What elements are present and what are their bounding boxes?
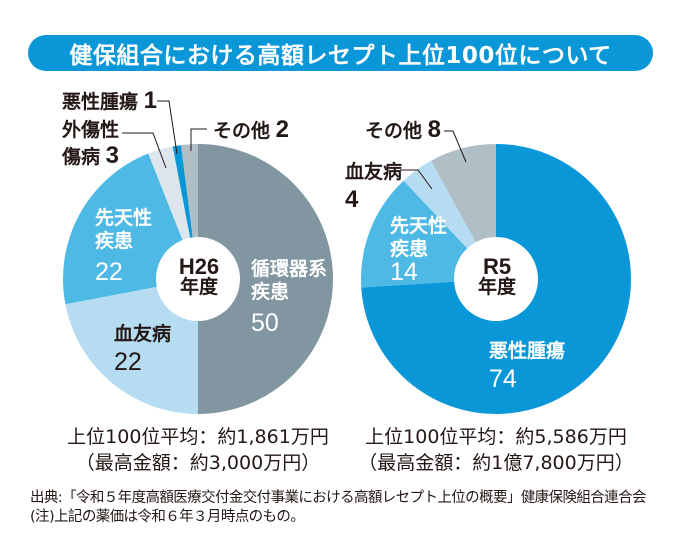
leader-line-r5-hemophilia [400, 169, 433, 190]
slice-h26-0 [198, 144, 333, 414]
source-note: 出典:「令和５年度高額医療交付金交付事業における高額レセプト上位の概要」健康保険… [30, 489, 646, 527]
summary-average: 上位100位平均：約1,861万円 [67, 426, 329, 448]
summary-r5: 上位100位平均：約5,586万円 （最高金額：約1億7,800万円） [346, 424, 646, 476]
label-value: 4 [345, 186, 359, 213]
label-value: 50 [251, 309, 279, 337]
label-text: 傷病 [62, 146, 101, 168]
summary-average: 上位100位平均：約5,586万円 [365, 426, 627, 448]
label-h26-circulatory: 循環器系 疾患 50 [251, 258, 328, 337]
label-text: 疾患 [251, 281, 290, 303]
footnote: (注)上記の薬価は令和６年３月時点のもの。 [30, 509, 305, 525]
chart-title: 健保組合における高額レセプト上位100位について [69, 43, 612, 69]
source-citation: 出典:「令和５年度高額医療交付金交付事業における高額レセプト上位の概要」健康保険… [30, 490, 646, 506]
label-text: その他 [213, 120, 271, 142]
label-text: 循環器系 [251, 258, 328, 280]
pie-r5 [361, 144, 631, 414]
label-r5-hemophilia: 血友病 4 [345, 159, 402, 213]
pie-h26 [62, 144, 333, 414]
label-text: 外傷性 [62, 119, 120, 141]
label-text: 血友病 [114, 323, 172, 345]
summary-max: （最高金額：約1億7,800万円） [358, 452, 634, 474]
center-year: H26 [178, 254, 220, 279]
label-r5-congenital: 先天性 疾患 14 [390, 215, 448, 286]
label-value: 2 [275, 116, 289, 143]
label-text: 先天性 [95, 207, 153, 229]
label-value: 22 [95, 258, 123, 286]
label-text: 疾患 [390, 238, 429, 260]
label-text: 先天性 [390, 215, 448, 237]
center-label-h26: H26 年度 [163, 255, 235, 298]
label-value: 74 [489, 365, 517, 393]
slice-h26-1 [65, 279, 198, 414]
leader-line-r5-other [444, 130, 467, 163]
summary-max: （最高金額：約3,000万円） [75, 452, 321, 474]
label-r5-malignant: 悪性腫瘍 74 [489, 337, 565, 393]
label-value: 1 [143, 87, 157, 114]
label-h26-congenital: 先天性 疾患 22 [95, 207, 153, 286]
label-value: 14 [390, 258, 418, 286]
label-h26-hemophilia: 血友病 22 [114, 320, 171, 376]
center-label-r5: R5 年度 [461, 255, 533, 298]
label-text: 悪性腫瘍 [489, 340, 566, 362]
label-h26-malignant: 悪性腫瘍 1 [62, 89, 157, 113]
leader-line-h26-malignant [157, 100, 178, 155]
title-banner: 健保組合における高額レセプト上位100位について [28, 35, 653, 71]
leader-line-h26-trauma [122, 132, 167, 169]
label-text: 悪性腫瘍 [62, 91, 139, 113]
summary-h26: 上位100位平均：約1,861万円 （最高金額：約3,000万円） [48, 424, 348, 476]
label-h26-trauma-line2: 傷病 3 [62, 144, 119, 168]
label-text: その他 [365, 120, 423, 142]
label-h26-other: その他 2 [213, 118, 289, 142]
label-value: 8 [427, 116, 441, 143]
label-h26-trauma-line1: 外傷性 [62, 121, 119, 140]
label-value: 22 [114, 348, 142, 376]
label-value: 3 [105, 142, 119, 169]
label-text: 血友病 [345, 161, 403, 183]
center-year: R5 [482, 254, 512, 279]
leader-line-h26-other [190, 128, 207, 151]
label-text: 疾患 [95, 230, 134, 252]
center-unit: 年度 [477, 276, 516, 299]
label-r5-other: その他 8 [365, 118, 441, 142]
donut-hole-r5 [454, 237, 538, 321]
donut-hole-h26 [156, 237, 240, 321]
center-unit: 年度 [179, 276, 218, 299]
leader-lines [122, 100, 467, 190]
